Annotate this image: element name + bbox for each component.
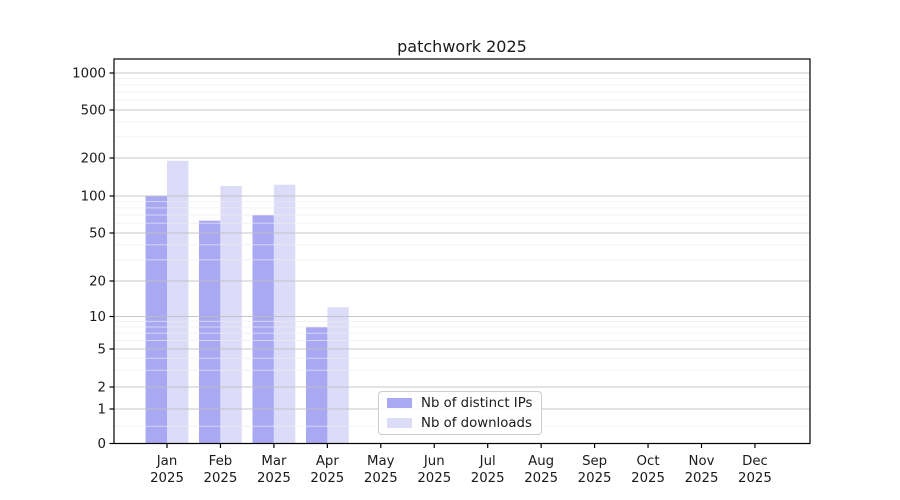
x-tick-label-month: Nov — [689, 454, 715, 469]
x-tick-label-year: 2025 — [685, 471, 719, 486]
plot-border — [113, 58, 811, 445]
x-tick-label-month: Sep — [582, 454, 607, 469]
legend: Nb of distinct IPs Nb of downloads — [378, 391, 542, 435]
legend-swatch-distinct-ips-icon — [387, 398, 412, 408]
x-tick-label-month: Feb — [209, 454, 233, 469]
legend-label-distinct-ips: Nb of distinct IPs — [421, 395, 533, 411]
x-tick-label-month: Jan — [156, 454, 178, 469]
x-tick-label-month: Jul — [479, 454, 496, 469]
x-tick-label-year: 2025 — [417, 471, 451, 486]
x-tick-label-year: 2025 — [257, 471, 291, 486]
y-tick-label: 0 — [98, 437, 106, 452]
x-tick-label-month: Apr — [316, 454, 340, 469]
bar-feb-distinct-ips — [199, 220, 221, 444]
legend-row-distinct-ips: Nb of distinct IPs — [387, 396, 541, 411]
x-tick-label-month: Oct — [637, 454, 660, 469]
y-tick-label: 2 — [98, 381, 106, 396]
bar-mar-downloads — [273, 184, 296, 444]
x-tick-label-month: May — [367, 454, 395, 469]
legend-swatch-downloads-icon — [387, 418, 412, 428]
bar-jan-distinct-ips — [145, 196, 167, 444]
x-tick-label-year: 2025 — [578, 471, 612, 486]
bar-mar-distinct-ips — [252, 215, 274, 444]
legend-row-downloads: Nb of downloads — [387, 416, 541, 431]
y-tick-label: 1 — [98, 403, 106, 418]
x-tick-label-year: 2025 — [631, 471, 665, 486]
x-tick-label-year: 2025 — [738, 471, 772, 486]
y-tick-label: 100 — [81, 190, 106, 205]
y-tick-label: 50 — [89, 227, 106, 242]
x-tick-label-month: Mar — [261, 454, 287, 469]
y-tick-label: 1000 — [72, 67, 106, 82]
bar-feb-downloads — [220, 186, 242, 444]
x-tick-label-year: 2025 — [471, 471, 505, 486]
x-tick-label-year: 2025 — [364, 471, 398, 486]
legend-label-downloads: Nb of downloads — [421, 415, 532, 431]
y-tick-label: 10 — [89, 310, 106, 325]
x-tick-label-month: Jun — [423, 454, 445, 469]
x-tick-label-year: 2025 — [524, 471, 558, 486]
bar-apr-downloads — [327, 307, 349, 444]
chart-title: patchwork 2025 — [397, 37, 527, 56]
y-tick-label: 5 — [98, 343, 106, 358]
y-tick-label: 200 — [81, 152, 106, 167]
x-tick-label-month: Dec — [742, 454, 768, 469]
x-tick-label-month: Aug — [528, 454, 554, 469]
bar-jan-downloads — [167, 160, 189, 444]
bar-apr-distinct-ips — [306, 327, 328, 444]
x-tick-label-year: 2025 — [204, 471, 238, 486]
y-tick-label: 500 — [81, 104, 106, 119]
x-tick-label-year: 2025 — [150, 471, 184, 486]
x-tick-label-year: 2025 — [310, 471, 344, 486]
y-tick-label: 20 — [89, 275, 106, 290]
